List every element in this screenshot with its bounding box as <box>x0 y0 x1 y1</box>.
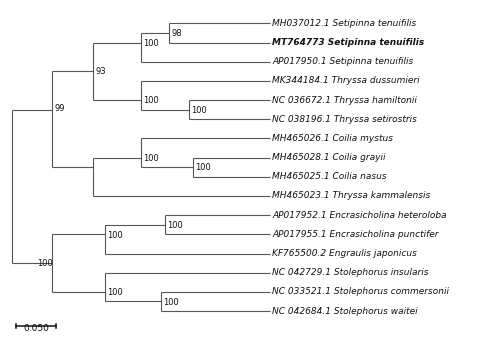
Text: 98: 98 <box>172 29 182 38</box>
Text: AP017952.1 Encrasicholina heteroloba: AP017952.1 Encrasicholina heteroloba <box>272 211 446 220</box>
Text: MH465026.1 Coilia mystus: MH465026.1 Coilia mystus <box>272 134 393 143</box>
Text: 100: 100 <box>196 163 212 172</box>
Text: MH465025.1 Coilia nasus: MH465025.1 Coilia nasus <box>272 172 386 181</box>
Text: 100: 100 <box>107 288 123 297</box>
Text: MH037012.1 Setipinna tenuifilis: MH037012.1 Setipinna tenuifilis <box>272 19 416 28</box>
Text: 100: 100 <box>144 96 159 105</box>
Text: 100: 100 <box>107 230 123 239</box>
Text: MH465028.1 Coilia grayii: MH465028.1 Coilia grayii <box>272 153 386 162</box>
Text: MT764773 Setipinna tenuifilis: MT764773 Setipinna tenuifilis <box>272 38 424 47</box>
Text: 0.050: 0.050 <box>24 324 50 333</box>
Text: KF765500.2 Engraulis japonicus: KF765500.2 Engraulis japonicus <box>272 249 417 258</box>
Text: AP017955.1 Encrasicholina punctifer: AP017955.1 Encrasicholina punctifer <box>272 230 438 239</box>
Text: NC 036672.1 Thryssa hamiltonii: NC 036672.1 Thryssa hamiltonii <box>272 96 417 105</box>
Text: 93: 93 <box>95 67 106 76</box>
Text: NC 042684.1 Stolephorus waitei: NC 042684.1 Stolephorus waitei <box>272 307 418 315</box>
Text: AP017950.1 Setipinna tenuifilis: AP017950.1 Setipinna tenuifilis <box>272 57 414 66</box>
Text: 100: 100 <box>144 39 159 48</box>
Text: MK344184.1 Thryssa dussumieri: MK344184.1 Thryssa dussumieri <box>272 76 420 85</box>
Text: 100: 100 <box>192 106 208 115</box>
Text: 100: 100 <box>144 154 159 163</box>
Text: 100: 100 <box>164 298 179 307</box>
Text: NC 042729.1 Stolephorus insularis: NC 042729.1 Stolephorus insularis <box>272 268 428 277</box>
Text: MH465023.1 Thryssa kammalensis: MH465023.1 Thryssa kammalensis <box>272 192 430 201</box>
Text: NC 038196.1 Thryssa setirostris: NC 038196.1 Thryssa setirostris <box>272 115 417 124</box>
Text: 99: 99 <box>55 105 66 114</box>
Text: 100: 100 <box>36 259 52 268</box>
Text: NC 033521.1 Stolephorus commersonii: NC 033521.1 Stolephorus commersonii <box>272 287 449 297</box>
Text: 100: 100 <box>168 221 183 230</box>
